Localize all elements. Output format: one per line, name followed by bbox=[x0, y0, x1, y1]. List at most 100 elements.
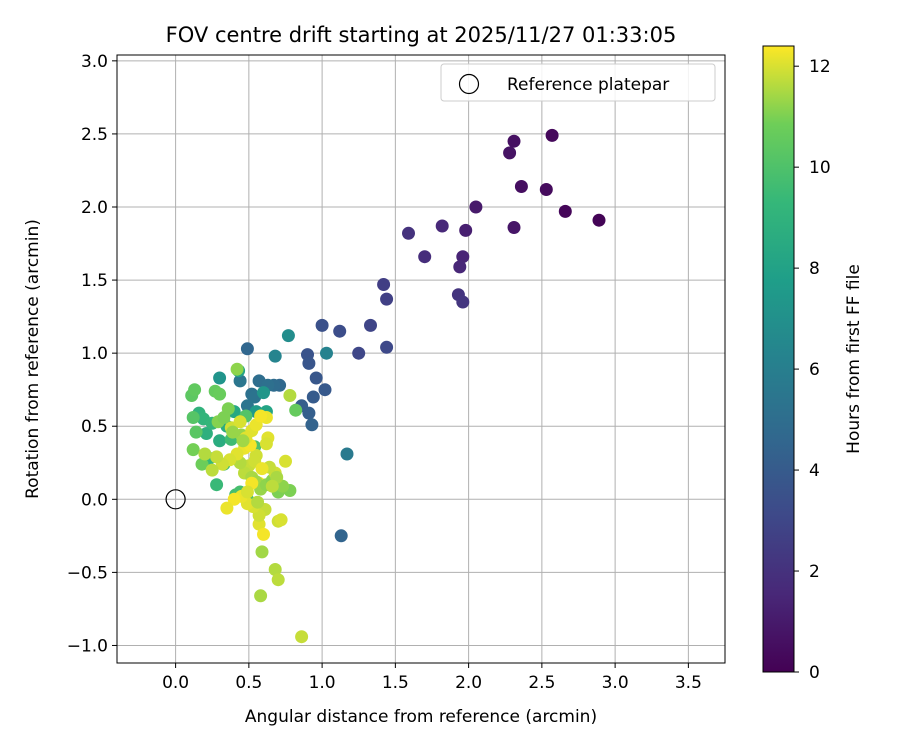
data-point-25 bbox=[302, 356, 316, 370]
data-point-116 bbox=[220, 501, 234, 515]
colorbar-label: Hours from first FF file bbox=[844, 264, 864, 454]
data-point-28 bbox=[306, 390, 320, 404]
colorbar-tick-label-1: 2 bbox=[809, 562, 820, 582]
data-point-31 bbox=[305, 418, 319, 432]
data-point-4 bbox=[514, 180, 528, 193]
data-point-127 bbox=[205, 463, 219, 477]
data-point-54 bbox=[199, 427, 213, 440]
y-tick-label-7: 2.5 bbox=[81, 125, 108, 145]
data-point-46 bbox=[213, 371, 227, 385]
legend-reference-marker bbox=[458, 73, 480, 95]
data-point-23 bbox=[315, 318, 329, 332]
data-point-136 bbox=[240, 485, 254, 499]
y-tick-label-4: 1.0 bbox=[81, 344, 108, 364]
data-point-30 bbox=[302, 406, 316, 420]
x-tick-label-2: 1.0 bbox=[309, 673, 336, 693]
data-point-14 bbox=[402, 226, 415, 240]
data-point-26 bbox=[309, 371, 323, 385]
data-point-16 bbox=[456, 295, 470, 309]
data-point-77 bbox=[230, 362, 244, 376]
data-point-74 bbox=[186, 443, 200, 457]
data-point-8 bbox=[469, 200, 483, 214]
data-point-45 bbox=[281, 329, 295, 343]
data-point-101 bbox=[279, 454, 292, 468]
data-point-128 bbox=[198, 447, 212, 461]
colorbar-gradient bbox=[762, 45, 795, 673]
x-tick-label-7: 3.5 bbox=[675, 673, 702, 693]
data-point-19 bbox=[364, 318, 377, 332]
data-point-109 bbox=[265, 479, 279, 493]
data-point-83 bbox=[295, 630, 309, 644]
data-point-133 bbox=[251, 495, 265, 509]
data-point-68 bbox=[189, 425, 203, 439]
data-point-105 bbox=[289, 403, 303, 417]
data-point-126 bbox=[210, 450, 224, 464]
x-tick-label-3: 1.5 bbox=[382, 673, 409, 693]
data-point-12 bbox=[435, 219, 449, 233]
data-point-13 bbox=[418, 250, 432, 264]
y-tick-label-2: 0.0 bbox=[81, 490, 108, 510]
data-point-72 bbox=[213, 387, 227, 401]
data-point-22 bbox=[333, 324, 347, 338]
data-point-82 bbox=[271, 573, 285, 587]
data-point-118 bbox=[233, 415, 247, 429]
data-point-73 bbox=[195, 457, 209, 471]
colorbar-tick-label-2: 4 bbox=[809, 461, 820, 481]
data-point-1 bbox=[558, 204, 572, 218]
data-point-10 bbox=[456, 250, 470, 264]
data-points bbox=[185, 128, 606, 644]
y-tick-label-3: 0.5 bbox=[81, 417, 108, 437]
colorbar-tick-label-3: 6 bbox=[809, 360, 820, 380]
data-point-18 bbox=[380, 292, 394, 306]
reference-platepar-marker bbox=[165, 489, 186, 510]
plot-frame bbox=[116, 54, 726, 664]
data-point-6 bbox=[503, 146, 517, 160]
data-point-3 bbox=[539, 183, 553, 196]
colorbar: 0 2 4 6 8 10 12 Hours from first FF file bbox=[762, 45, 864, 683]
data-point-90 bbox=[259, 437, 273, 451]
colorbar-tick-label-4: 8 bbox=[809, 259, 820, 279]
data-point-27 bbox=[318, 383, 332, 397]
data-point-0 bbox=[592, 213, 606, 227]
y-tick-label-6: 2.0 bbox=[81, 198, 108, 218]
data-point-134 bbox=[255, 462, 269, 476]
x-tick-label-0: 0.0 bbox=[162, 673, 189, 693]
colorbar-tick-label-5: 10 bbox=[809, 158, 831, 178]
data-point-115 bbox=[227, 492, 241, 506]
colorbar-ticks: 0 2 4 6 8 10 12 bbox=[794, 57, 831, 683]
data-point-81 bbox=[268, 563, 282, 576]
data-point-79 bbox=[255, 545, 269, 559]
data-point-32 bbox=[334, 529, 348, 543]
grid-lines bbox=[117, 55, 725, 663]
data-point-70 bbox=[188, 383, 202, 397]
data-point-47 bbox=[257, 386, 270, 400]
data-point-121 bbox=[254, 409, 268, 423]
data-point-104 bbox=[283, 389, 297, 402]
y-tick-label-8: 3.0 bbox=[81, 52, 108, 72]
colorbar-tick-label-6: 12 bbox=[809, 57, 831, 77]
data-point-59 bbox=[210, 478, 224, 492]
data-point-85 bbox=[274, 513, 288, 527]
legend: Reference platepar bbox=[440, 63, 716, 102]
x-axis-label: Angular distance from reference (arcmin) bbox=[245, 707, 597, 727]
data-point-80 bbox=[254, 589, 268, 603]
data-point-21 bbox=[380, 340, 394, 354]
data-point-20 bbox=[352, 346, 366, 360]
data-point-33 bbox=[240, 342, 254, 356]
y-axis-label: Rotation from reference (arcmin) bbox=[23, 219, 43, 499]
legend-box bbox=[440, 63, 716, 102]
data-point-43 bbox=[320, 346, 333, 360]
x-tick-label-6: 3.0 bbox=[602, 673, 629, 693]
chart-title: FOV centre drift starting at 2025/11/27 … bbox=[166, 23, 677, 47]
data-point-137 bbox=[236, 434, 250, 448]
data-point-5 bbox=[507, 134, 521, 148]
data-point-17 bbox=[377, 278, 391, 291]
data-point-11 bbox=[453, 260, 467, 274]
data-point-9 bbox=[459, 223, 473, 237]
x-axis-ticks: 0.0 0.5 1.0 1.5 2.0 2.5 3.0 3.5 bbox=[162, 663, 702, 693]
data-point-44 bbox=[268, 349, 282, 363]
y-tick-label-5: 1.5 bbox=[81, 271, 108, 291]
y-tick-label-1: −0.5 bbox=[67, 563, 108, 583]
